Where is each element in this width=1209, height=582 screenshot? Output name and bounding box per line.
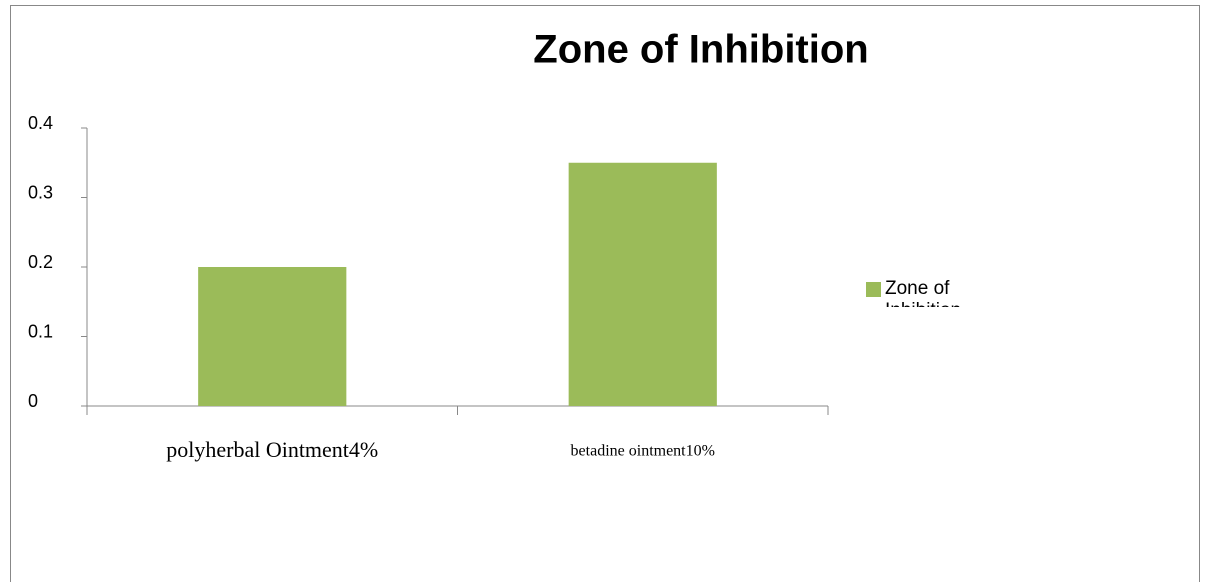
x-tick-label: betadine ointment10%	[571, 443, 715, 460]
bar	[568, 162, 717, 406]
y-tick-label: 0.1	[28, 321, 53, 341]
x-tick-label: polyherbal Ointment4%	[166, 437, 378, 462]
bar	[198, 267, 347, 406]
legend-label: Zone of Inhibition	[885, 278, 961, 307]
chart-border	[10, 5, 1200, 582]
y-tick-label: 0.2	[28, 252, 53, 272]
legend-swatch	[866, 282, 881, 297]
y-tick-label: 0.4	[28, 113, 53, 133]
y-tick-label: 0	[28, 391, 38, 411]
y-tick-label: 0.3	[28, 182, 53, 202]
chart-title: Zone of Inhibition	[533, 28, 868, 72]
legend: Zone of Inhibition	[866, 278, 975, 307]
